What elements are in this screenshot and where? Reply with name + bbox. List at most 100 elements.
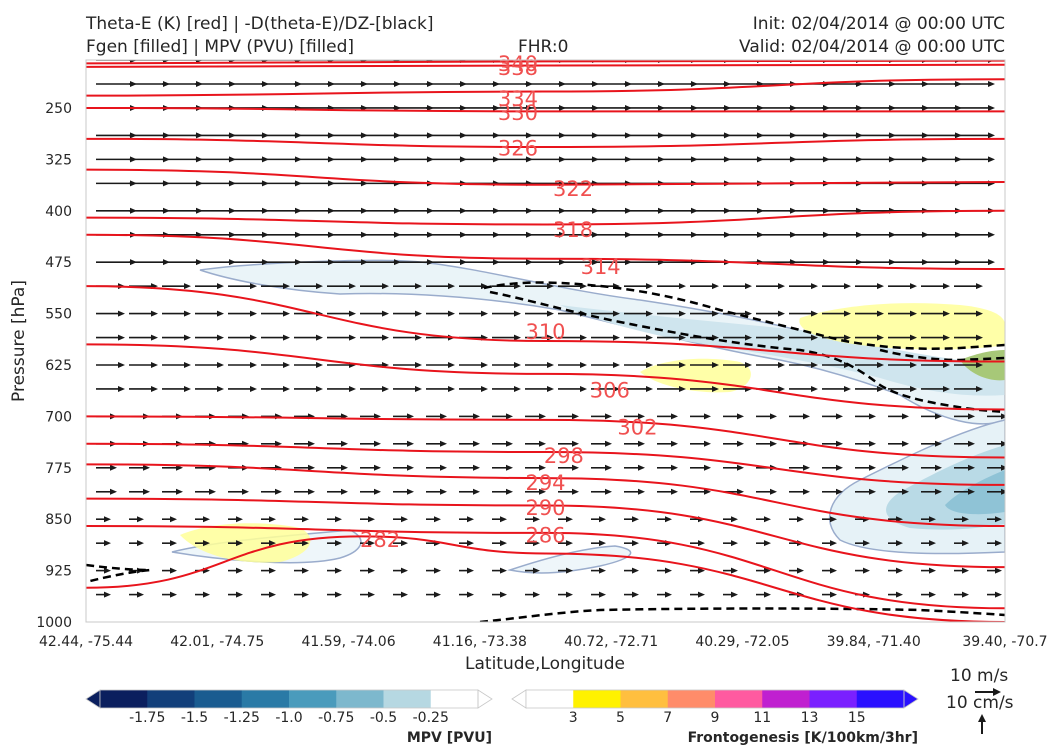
theta-e-contour-306 [86, 343, 1005, 411]
wind-arrow-head [407, 413, 414, 420]
wind-arrow-head [638, 440, 645, 447]
colorbar-segment [430, 690, 479, 708]
wind-arrow-head [995, 540, 1002, 547]
wind-arrow-head [778, 283, 785, 290]
wind-arrow-head [302, 540, 309, 547]
wind-arrow-head [962, 567, 969, 574]
wind-arrow-head [995, 567, 1002, 574]
wind-arrow-head [481, 361, 488, 368]
wind-arrow-head [269, 567, 276, 574]
wind-arrow-head [341, 464, 348, 471]
wind-arrow-head [962, 516, 969, 523]
wind-arrow-head [844, 385, 851, 392]
wind-arrow-head [764, 591, 771, 598]
wind-arrow-head [988, 104, 995, 111]
wind-arrow-head [217, 361, 224, 368]
colorbar-segment [147, 690, 195, 708]
theta-e-contour-318 [86, 209, 1005, 226]
wind-arrow-head [580, 334, 587, 341]
wind-arrow-head [283, 310, 290, 317]
wind-arrow-head [877, 385, 884, 392]
y-tick-label: 1000 [36, 615, 72, 631]
wind-arrow-head [308, 464, 315, 471]
wind-arrow-head [473, 464, 480, 471]
wind-arrow-head [962, 591, 969, 598]
wind-arrow-head [811, 310, 818, 317]
wind-arrow-head [811, 283, 818, 290]
colorbar-segment [620, 690, 669, 708]
wind-arrow-head [770, 440, 777, 447]
wind-arrow-head [671, 488, 678, 495]
wind-arrow-head [382, 283, 389, 290]
wind-arrow-head [242, 488, 249, 495]
mpv-colorbar-tick: -1.0 [275, 710, 302, 726]
wind-arrow-head [415, 283, 422, 290]
wind-arrow-head [308, 488, 315, 495]
wind-arrow-head [698, 540, 705, 547]
y-tick-label: 250 [45, 101, 72, 117]
wind-arrow-head [778, 361, 785, 368]
wind-arrow-head [968, 488, 975, 495]
theta-e-contour-330 [86, 106, 1005, 113]
wind-arrow-head [374, 488, 381, 495]
wind-arrow-head [434, 567, 441, 574]
wind-arrow-head [283, 385, 290, 392]
wind-arrow-head [605, 413, 612, 420]
wind-arrow-head [566, 591, 573, 598]
theta-e-label-326: 326 [498, 136, 538, 160]
wind-arrow-head [143, 464, 150, 471]
wind-arrow-head [968, 413, 975, 420]
wind-arrow-head [209, 488, 216, 495]
fgen-region-surface-west [180, 523, 311, 563]
x-tick-label: 39.40, -70.7 [962, 634, 1047, 650]
mpv-region-midlevel-inner [560, 305, 1005, 396]
y-tick-label: 475 [45, 255, 72, 271]
mpv-colorbar-title: MPV [PVU] [407, 730, 492, 746]
wind-arrow-head [104, 540, 111, 547]
plot-frame [85, 59, 1006, 623]
wind-arrow-head [533, 567, 540, 574]
wind-arrow-head [341, 440, 348, 447]
wind-arrow-head [605, 488, 612, 495]
colorbar-segment [762, 690, 810, 708]
wind-arrow-head [500, 540, 507, 547]
wind-arrow-head [580, 361, 587, 368]
wind-arrow-head [910, 361, 917, 368]
wind-key: 10 m/s 10 cm/s [946, 666, 1014, 734]
wind-arrow-head [830, 516, 837, 523]
wind-arrow-head [283, 361, 290, 368]
wind-arrow-head [935, 413, 942, 420]
wind-arrow-head [434, 591, 441, 598]
wind-arrow-head [764, 540, 771, 547]
wind-arrow-head [341, 488, 348, 495]
wind-arrow-head [803, 413, 810, 420]
mpv-region-surface-central [507, 545, 632, 574]
wind-arrow-head [401, 540, 408, 547]
wind-arrow-head [910, 385, 917, 392]
wind-arrow-head [481, 283, 488, 290]
chart-title-line1: Theta-E (K) [red] | -D(theta-E)/DZ-[blac… [86, 14, 434, 34]
colorbar-frame [99, 689, 479, 709]
wind-arrow-head [506, 488, 513, 495]
wind-arrow-head [646, 283, 653, 290]
x-tick-label: 42.44, -75.44 [39, 634, 133, 650]
wind-arrow-head [704, 413, 711, 420]
wind-arrow-head [638, 464, 645, 471]
wind-arrow-head [671, 413, 678, 420]
wind-arrow-head [407, 440, 414, 447]
wind-arrow-head [778, 334, 785, 341]
wind-arrow-head [275, 440, 282, 447]
wind-arrow-head [1001, 440, 1005, 447]
wind-arrow-head [448, 385, 455, 392]
wind-arrow-head [698, 591, 705, 598]
wind-arrow-head [137, 591, 144, 598]
colorbar-segment [241, 690, 290, 708]
wind-arrow-head [745, 361, 752, 368]
mpv-colorbar-tick: -1.75 [129, 710, 165, 726]
wind-arrow-head [770, 488, 777, 495]
wind-arrow-head [704, 440, 711, 447]
theta-e-label-282: 282 [360, 528, 400, 552]
wind-arrow-head [764, 567, 771, 574]
wind-arrow-head [632, 540, 639, 547]
wind-arrow-head [811, 385, 818, 392]
